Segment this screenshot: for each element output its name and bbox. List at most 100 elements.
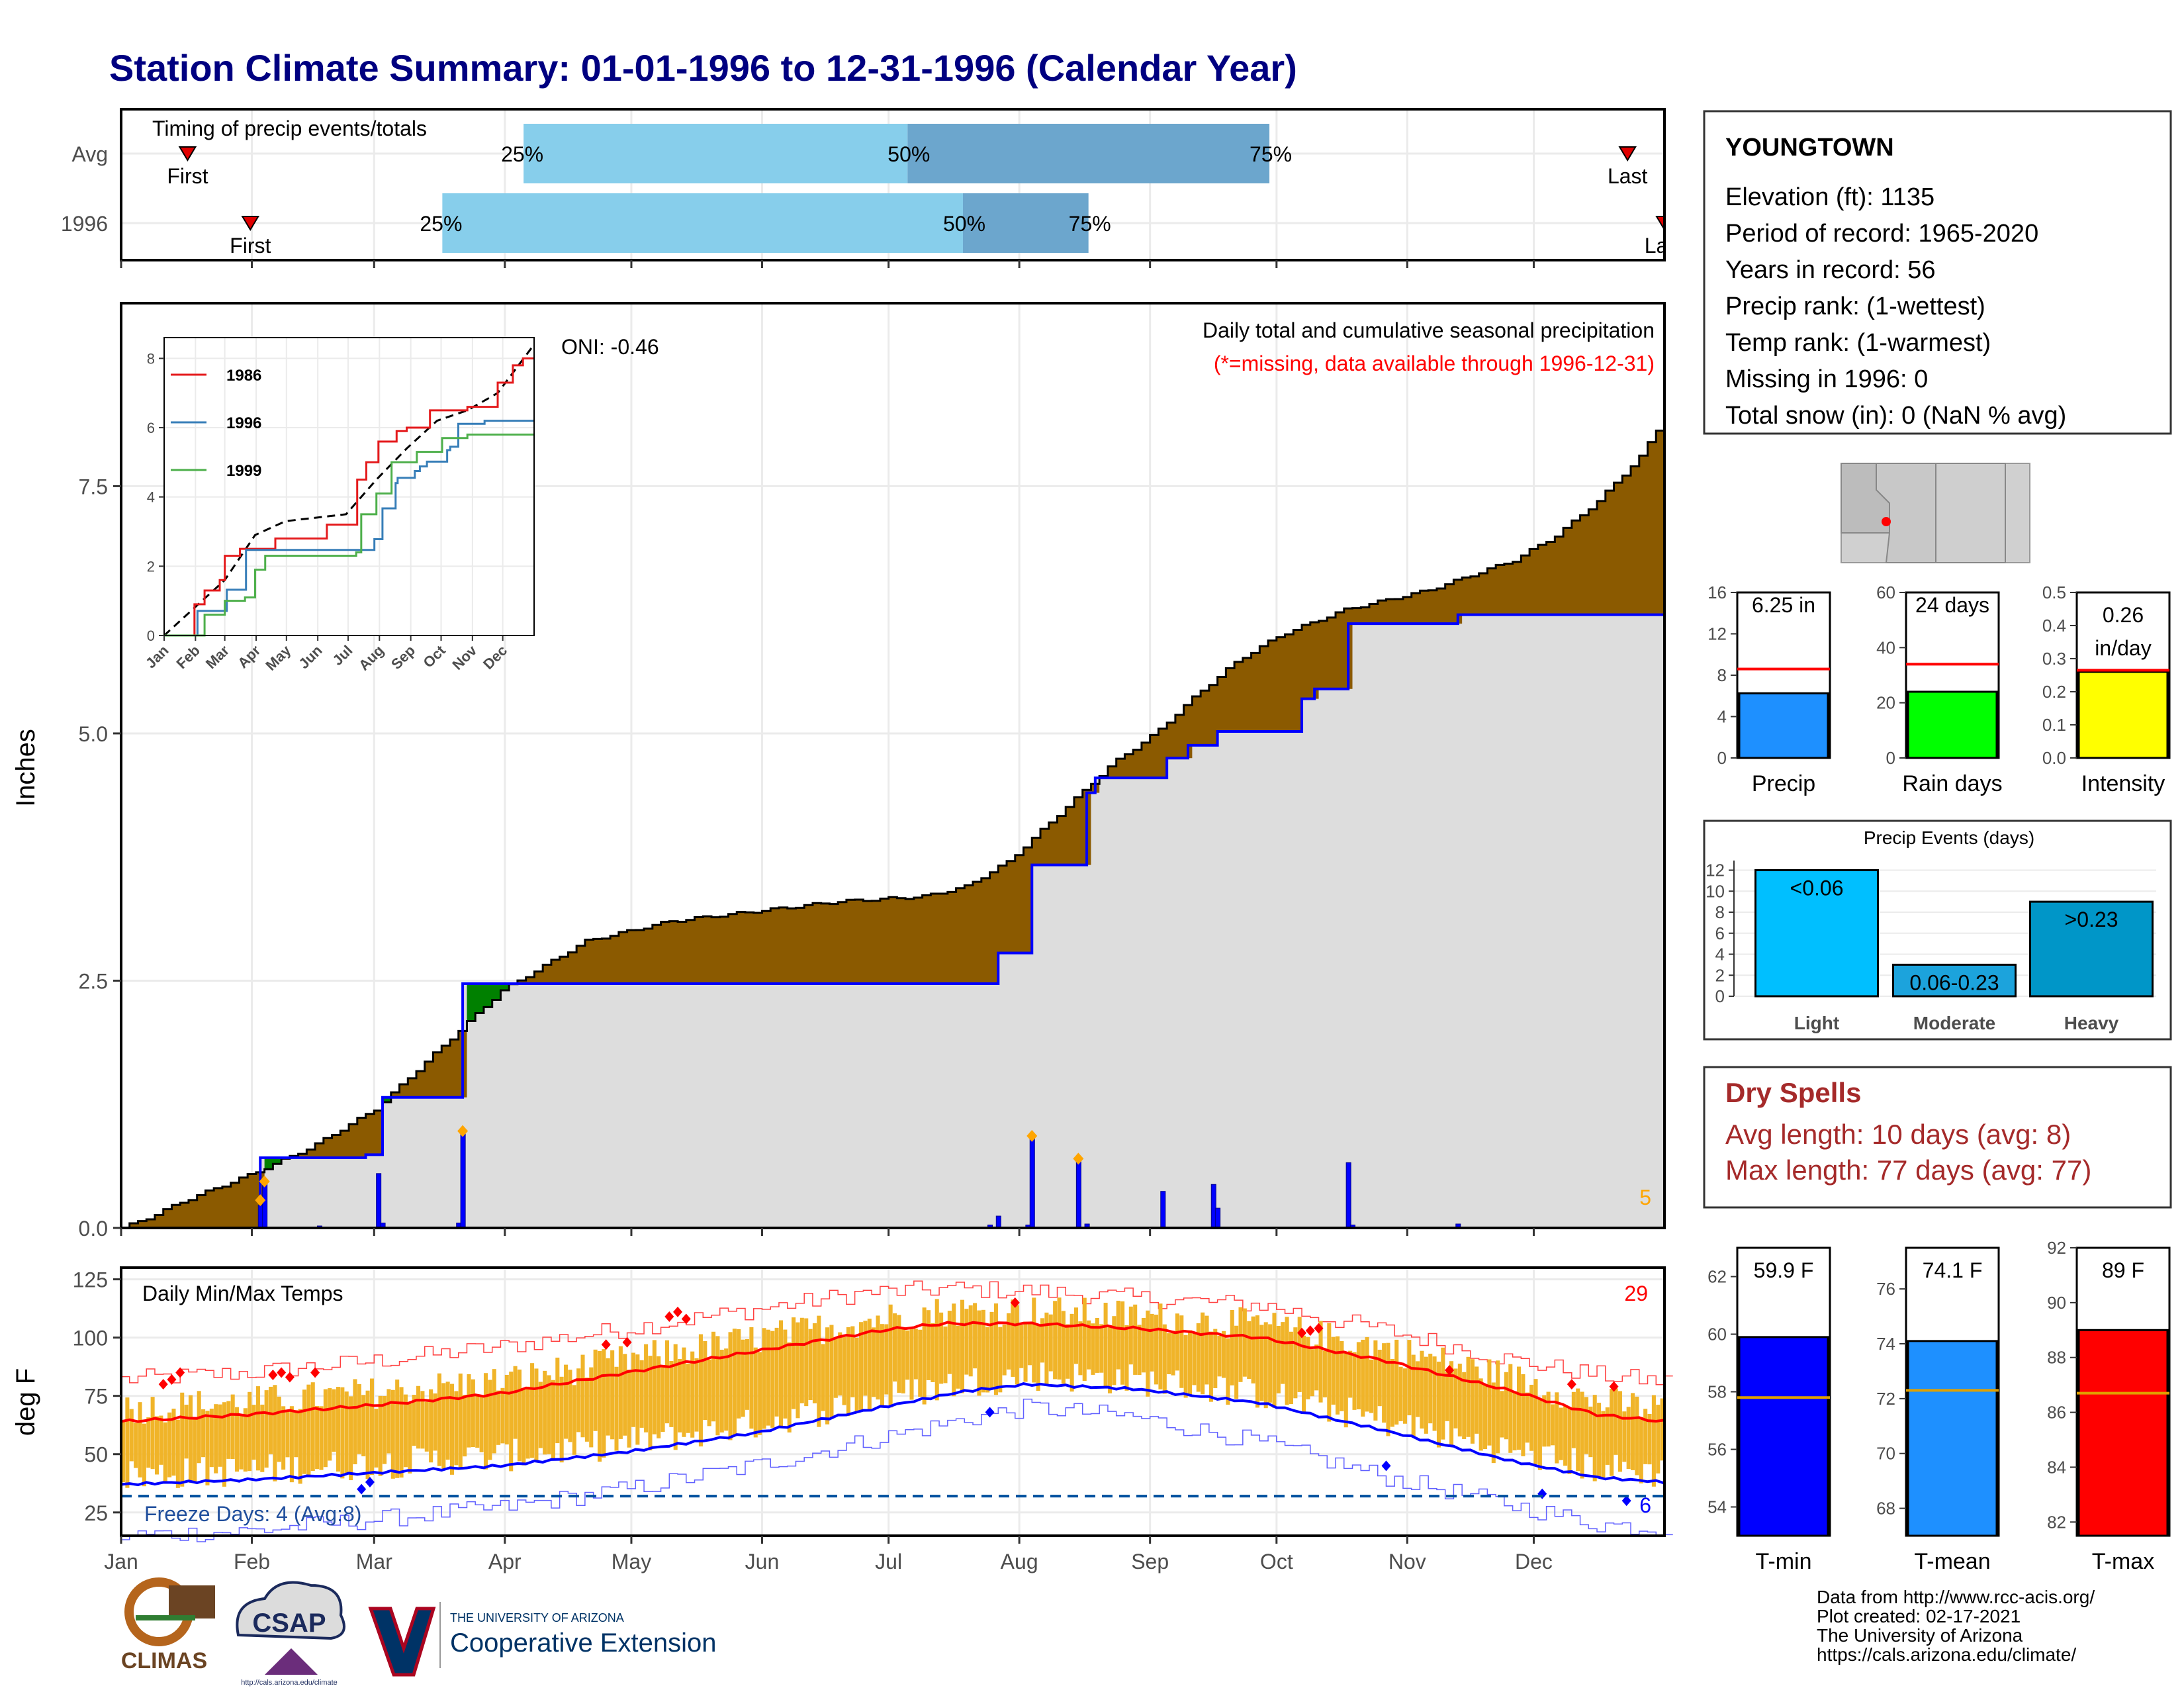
daily-temp-bar: [897, 1315, 901, 1393]
events-tick-label: 12: [1706, 861, 1725, 880]
month-label: Sep: [1131, 1550, 1169, 1573]
daily-temp-bar: [652, 1340, 657, 1434]
daily-temp-bar: [1099, 1324, 1104, 1373]
daily-temp-bar: [737, 1329, 741, 1419]
daily-temp-bar: [762, 1328, 766, 1429]
daily-temp-bar: [905, 1330, 910, 1380]
precip-y-tick-label: 2.5: [79, 969, 108, 993]
daily-temp-bar: [1107, 1325, 1113, 1393]
mini-bar-value-label: 0.26: [2103, 603, 2144, 627]
month-label: Apr: [488, 1550, 522, 1573]
daily-precip-bar: [1160, 1191, 1166, 1229]
station-stat-line: Total snow (in): 0 (NaN % avg): [1725, 402, 2066, 430]
timing-p50-label: 50%: [887, 142, 930, 166]
daily-temp-bar: [1555, 1392, 1559, 1464]
daily-temp-bar: [517, 1369, 522, 1462]
record-high-marker: [664, 1311, 674, 1322]
daily-temp-bar: [496, 1390, 501, 1445]
month-label: Mar: [356, 1550, 392, 1573]
daily-precip-bar: [460, 1133, 466, 1229]
daily-temp-bar: [1356, 1342, 1361, 1410]
month-label: Oct: [1260, 1550, 1293, 1573]
temp-bar-tick-label: 68: [1876, 1499, 1895, 1519]
daily-temp-bar: [504, 1374, 509, 1445]
csap-logo-cloud: [236, 1581, 345, 1640]
mini-bar-tick-label: 0.2: [2042, 682, 2066, 702]
daily-temp-bar: [1643, 1409, 1648, 1464]
cumulative-1996-area: [121, 614, 1664, 1228]
daily-temp-bar: [1402, 1368, 1408, 1424]
daily-temp-bar: [1167, 1333, 1171, 1374]
daily-temp-bar: [859, 1322, 864, 1411]
record-high-marker: [1305, 1325, 1315, 1336]
precip-y-tick-label: 5.0: [79, 722, 108, 746]
inset-series-line-1999: [164, 434, 534, 637]
daily-temp-bar: [1516, 1366, 1522, 1450]
daily-temp-bar: [525, 1386, 530, 1459]
daily-temp-bar: [1255, 1315, 1260, 1408]
daily-temp-bar: [1053, 1301, 1058, 1380]
daily-temp-bar: [390, 1389, 395, 1479]
daily-temp-bar: [369, 1378, 374, 1476]
daily-temp-bar: [568, 1370, 572, 1442]
record-low-marker: [985, 1407, 995, 1418]
daily-precip-bar: [1215, 1207, 1221, 1229]
daily-temp-bar: [310, 1382, 315, 1472]
daily-temp-bar: [1588, 1406, 1593, 1458]
csap-logo-text: CSAP: [252, 1609, 326, 1638]
daily-temp-bar: [829, 1325, 834, 1418]
daily-temp-bar: [1449, 1361, 1454, 1446]
map-state-nm: [1935, 463, 2006, 563]
events-tick-label: 6: [1715, 923, 1725, 943]
record-high-marker: [277, 1367, 287, 1378]
daily-temp-bar: [635, 1354, 640, 1445]
temp-bar-tick-label: 82: [2047, 1512, 2066, 1532]
daily-temp-bar: [1310, 1349, 1314, 1397]
daily-temp-bar: [703, 1340, 707, 1421]
daily-temp-bar: [483, 1373, 488, 1470]
daily-temp-bar: [1479, 1378, 1483, 1451]
daily-temp-bar: [1217, 1335, 1222, 1377]
daily-precip-bar: [1029, 1137, 1035, 1229]
daily-temp-bar: [454, 1391, 459, 1466]
record-high-marker: [673, 1306, 683, 1317]
record-low-marker: [365, 1477, 375, 1487]
daily-temp-bar: [433, 1393, 437, 1451]
timing-row-label: Avg: [71, 142, 108, 166]
daily-temp-bar: [403, 1394, 408, 1468]
daily-precip-bar: [262, 1183, 268, 1229]
station-stat-line: Precip rank: (1-wettest): [1725, 293, 1985, 320]
daily-temp-bar: [1175, 1313, 1179, 1371]
temp-bar-tick-label: 60: [1707, 1325, 1727, 1344]
daily-temp-bar: [1128, 1306, 1133, 1365]
daily-temp-bar: [1424, 1356, 1428, 1434]
oni-label: ONI: -0.46: [561, 335, 659, 359]
daily-temp-bar: [606, 1358, 610, 1436]
daily-temp-bar: [1512, 1391, 1517, 1450]
daily-temp-bar: [277, 1396, 281, 1462]
daily-temp-bar: [1201, 1312, 1205, 1395]
event-bar-label: >0.23: [2065, 908, 2118, 931]
credit-line: Plot created: 02-17-2021: [1817, 1606, 2021, 1626]
daily-temp-bar: [416, 1385, 421, 1449]
daily-temp-bar: [281, 1406, 286, 1470]
daily-temp-bar: [850, 1326, 855, 1397]
daily-temp-bar: [315, 1406, 320, 1470]
event-bar-label: <0.06: [1790, 876, 1844, 900]
daily-temp-bar: [1002, 1324, 1007, 1376]
daily-temp-bar: [669, 1360, 674, 1427]
daily-temp-bar: [1626, 1407, 1631, 1470]
temp-bar-tick-label: 54: [1707, 1497, 1727, 1517]
temp-bar-tick-label: 76: [1876, 1279, 1895, 1299]
daily-temp-bar: [1466, 1356, 1471, 1437]
daily-temp-bar: [821, 1344, 825, 1411]
temp-bar-value-0: [1738, 1336, 1829, 1537]
daily-temp-bar: [522, 1388, 526, 1466]
station-stat-line: Period of record: 1965-2020: [1725, 220, 2038, 248]
mini-bar-tick-label: 4: [1717, 707, 1727, 727]
daily-temp-bar: [357, 1383, 361, 1454]
daily-temp-bar: [530, 1363, 535, 1458]
daily-temp-bar: [255, 1386, 260, 1471]
daily-temp-bar: [551, 1380, 555, 1459]
